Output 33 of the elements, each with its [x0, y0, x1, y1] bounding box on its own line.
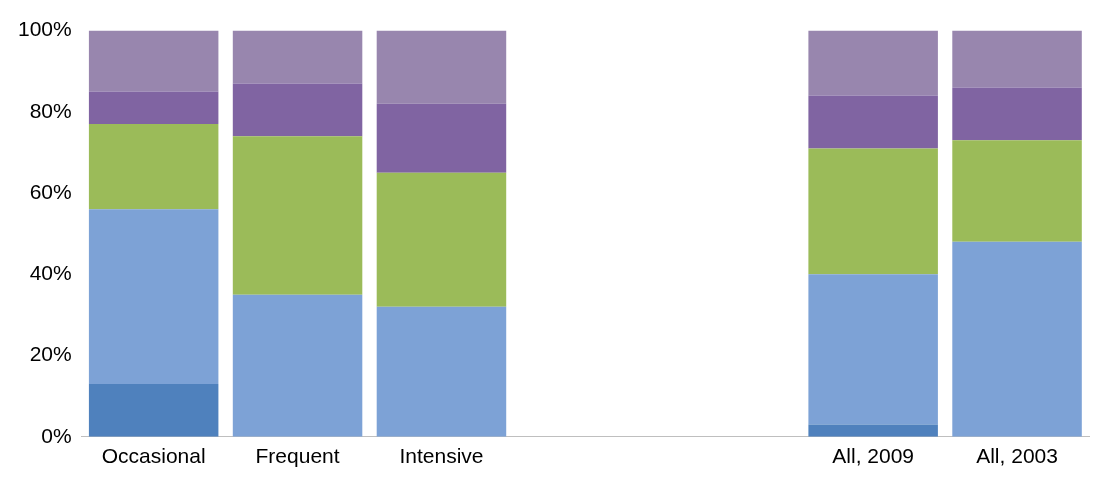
bar	[376, 172, 507, 307]
x-tick-label: Frequent	[255, 444, 340, 468]
bar	[952, 140, 1082, 242]
y-tick-label: 40%	[29, 261, 72, 285]
bar	[88, 383, 219, 437]
bar	[88, 91, 219, 125]
bar	[88, 209, 219, 384]
x-tick-label: Occasional	[101, 444, 206, 468]
bar	[232, 136, 363, 295]
bar	[808, 95, 938, 149]
x-tick-label: Intensive	[399, 444, 484, 468]
bar	[808, 30, 938, 96]
bar	[88, 124, 219, 210]
bar	[808, 424, 938, 437]
bar	[952, 241, 1082, 437]
bar	[232, 83, 363, 137]
bar	[808, 148, 938, 275]
bar	[376, 103, 507, 173]
bar	[952, 30, 1082, 88]
y-tick-label: 0%	[41, 423, 72, 447]
x-tick-label: All, 2003	[976, 444, 1058, 468]
bar	[376, 30, 507, 104]
x-tick-label: All, 2009	[832, 444, 915, 468]
bar	[88, 30, 219, 92]
bar	[376, 306, 507, 437]
bar	[232, 294, 363, 437]
y-tick-label: 80%	[29, 98, 72, 122]
bar	[232, 30, 363, 84]
y-tick-label: 100%	[17, 17, 72, 41]
y-tick-label: 60%	[29, 179, 72, 203]
y-tick-label: 20%	[29, 342, 72, 366]
bar	[952, 87, 1082, 141]
bar	[808, 274, 938, 425]
